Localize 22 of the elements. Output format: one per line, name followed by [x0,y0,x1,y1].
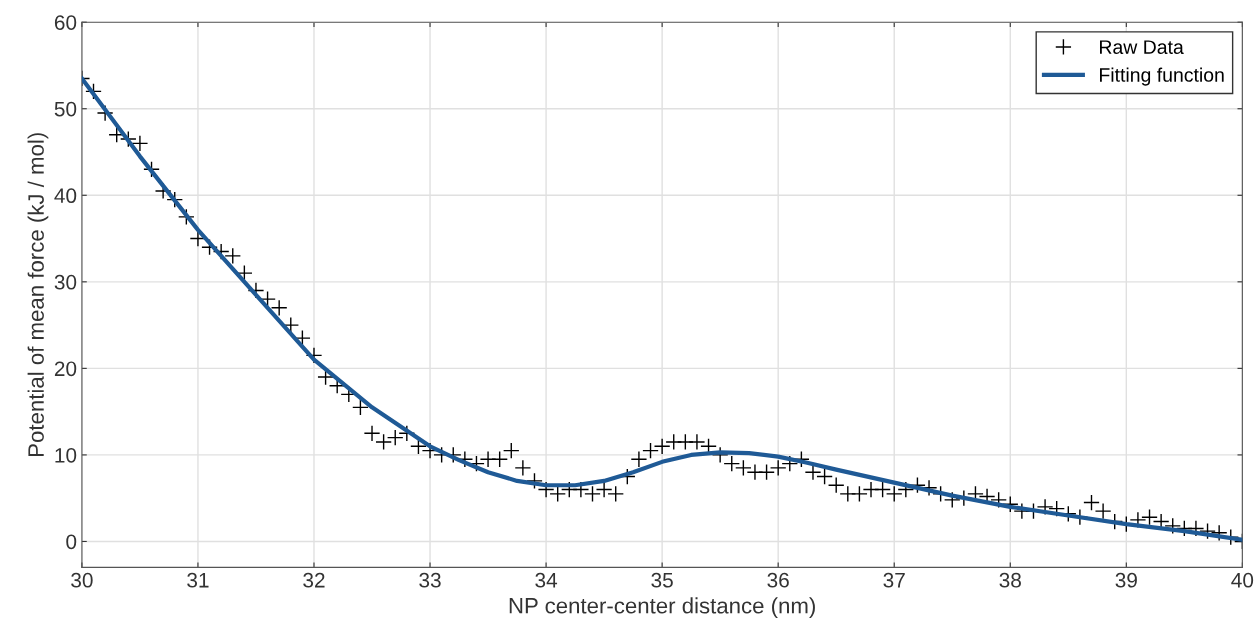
y-tick-label: 40 [54,188,77,204]
x-tick-label: 38 [999,572,1021,588]
y-tick-label: 20 [54,361,77,377]
x-tick-label: 37 [883,572,905,588]
legend-label: Raw Data [1100,40,1184,54]
y-tick-label: 30 [54,274,77,290]
x-tick-label: 30 [71,572,93,588]
y-tick-label: 0 [66,534,77,550]
x-tick-label: 35 [651,572,673,588]
x-tick-label: 39 [1115,572,1137,588]
y-axis-title: Potential of mean force (kJ / mol) [27,133,49,456]
x-tick-label: 40 [1231,572,1254,588]
x-axis-title: NP center-center distance (nm) [509,597,815,618]
y-tick-label: 60 [54,15,77,30]
y-tick-label: 50 [54,101,77,117]
x-tick-label: 32 [303,572,325,588]
x-tick-label: 31 [187,572,209,588]
x-tick-label: 33 [419,572,441,588]
y-tick-label: 10 [55,447,77,463]
x-tick-label: 34 [535,572,558,588]
x-tick-label: 36 [767,572,789,588]
legend-label: Fitting function [1100,67,1224,86]
